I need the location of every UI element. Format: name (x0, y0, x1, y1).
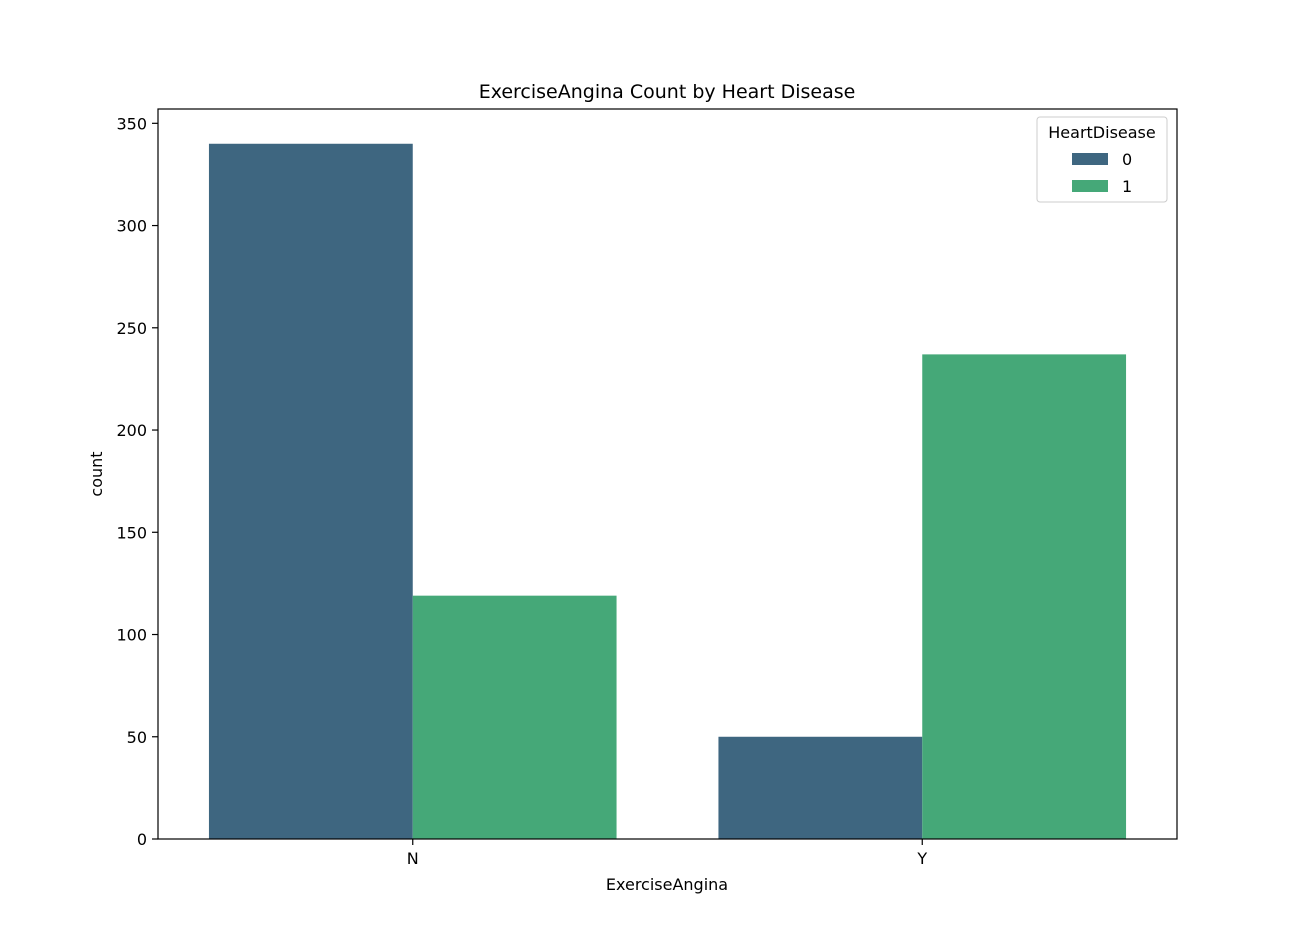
bars (208, 143, 1127, 839)
chart-title: ExerciseAngina Count by Heart Disease (479, 81, 856, 103)
y-axis: 0 50 100 150 200 250 300 350 (116, 114, 158, 849)
x-tick-label-n: N (407, 849, 419, 868)
y-tick-label: 0 (137, 830, 147, 849)
legend-swatch-0 (1072, 153, 1108, 165)
bar-n-series-0 (208, 143, 413, 839)
legend-swatch-1 (1072, 180, 1108, 192)
legend-items: 01 (1072, 150, 1132, 196)
bar-n-series-1 (412, 595, 617, 839)
x-axis-label: ExerciseAngina (606, 875, 728, 894)
y-axis-label: count (87, 451, 106, 496)
plot-frame (157, 108, 1178, 840)
legend: HeartDisease 01 (1036, 116, 1168, 203)
legend-title: HeartDisease (1048, 123, 1155, 142)
legend-label-0: 0 (1122, 150, 1132, 169)
bar-y-series-0 (718, 736, 923, 839)
bar-y-series-1 (922, 354, 1127, 839)
y-tick-label: 300 (116, 217, 147, 236)
legend-label-1: 1 (1122, 177, 1132, 196)
y-tick-label: 50 (127, 728, 147, 747)
x-tick-label-y: Y (916, 849, 927, 868)
y-tick-label: 100 (116, 626, 147, 645)
y-tick-label: 150 (116, 523, 147, 542)
y-tick-label: 250 (116, 319, 147, 338)
y-tick-label: 200 (116, 421, 147, 440)
y-tick-label: 350 (116, 114, 147, 133)
